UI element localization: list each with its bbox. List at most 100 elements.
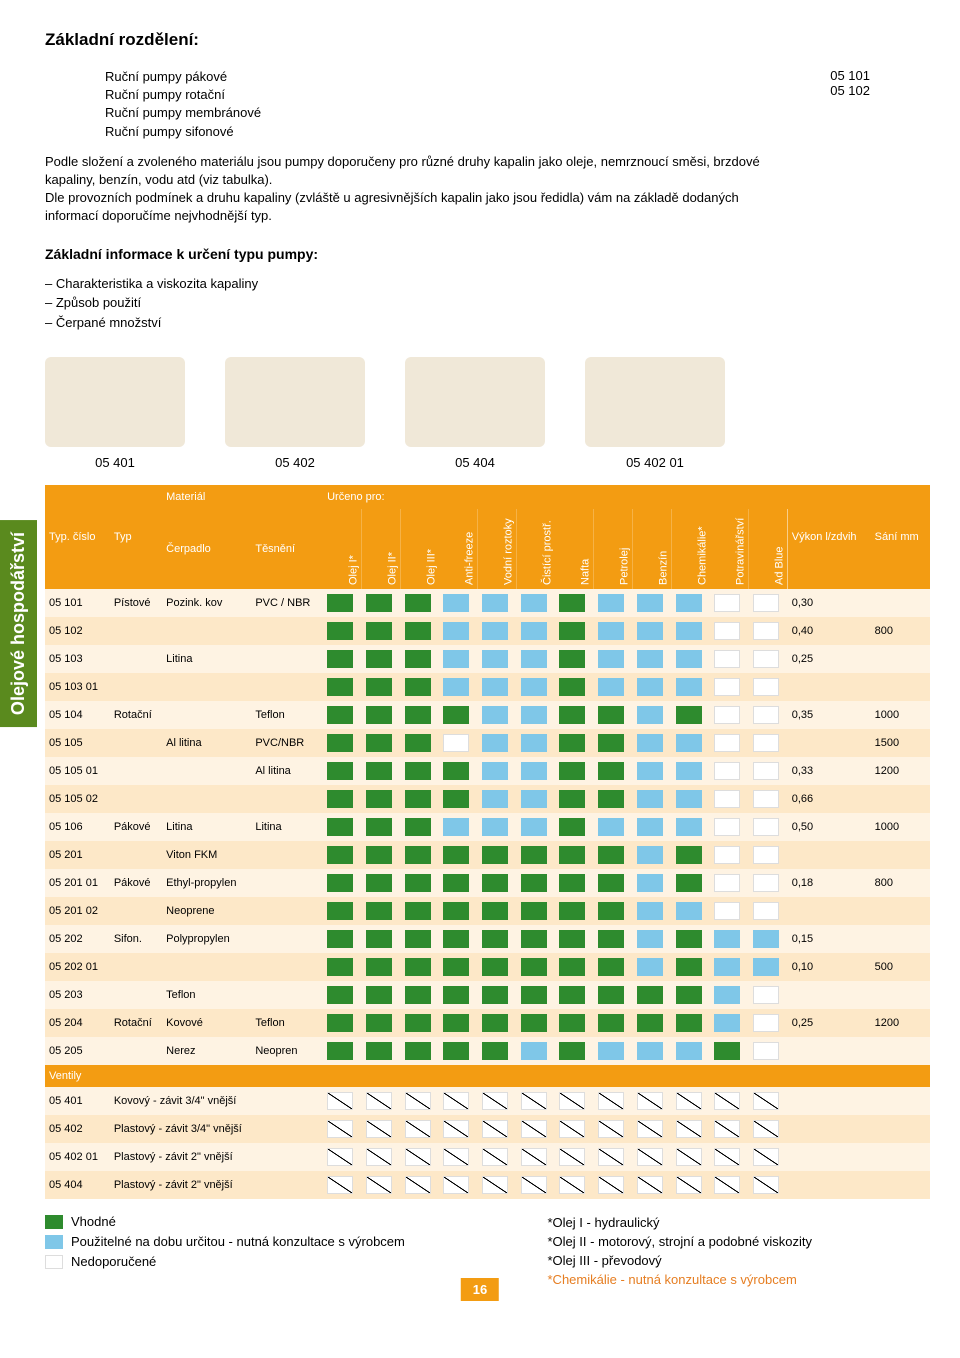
compat-cell xyxy=(676,594,702,612)
table-row: 05 205NerezNeopren xyxy=(45,1037,930,1065)
table-row: 05 103 01 xyxy=(45,673,930,701)
table-row: 05 106PákovéLitinaLitina0,501000 xyxy=(45,813,930,841)
compat-cell xyxy=(637,594,663,612)
compat-cell xyxy=(676,678,702,696)
compat-cell xyxy=(443,874,469,892)
compat-cell xyxy=(676,790,702,808)
compat-cell xyxy=(598,1014,624,1032)
ventily-section: Ventily xyxy=(45,1065,930,1087)
compat-cell xyxy=(366,1042,392,1060)
product-image xyxy=(405,357,545,447)
liquid-column: Petrolej xyxy=(594,509,633,589)
compat-cell xyxy=(482,622,508,640)
compat-cell xyxy=(637,958,663,976)
compat-cell xyxy=(521,930,547,948)
compat-cell xyxy=(521,790,547,808)
compat-cell xyxy=(521,958,547,976)
compat-cell xyxy=(753,706,779,724)
compat-cell xyxy=(598,986,624,1004)
compat-cell xyxy=(366,902,392,920)
compat-cell xyxy=(327,762,353,780)
compat-cell xyxy=(637,930,663,948)
compat-cell xyxy=(676,930,702,948)
ventily-row: 05 402Plastový - závit 3/4" vnější xyxy=(45,1115,930,1143)
compat-cell xyxy=(327,594,353,612)
compat-cell xyxy=(637,622,663,640)
compat-cell xyxy=(559,650,585,668)
compat-cell xyxy=(676,706,702,724)
table-row: 05 204RotačníKovovéTeflon0,251200 xyxy=(45,1009,930,1037)
compat-cell xyxy=(753,1014,779,1032)
compat-cell xyxy=(405,734,431,752)
compat-cell xyxy=(753,846,779,864)
product-label: 05 401 xyxy=(45,455,185,470)
compat-cell xyxy=(714,678,740,696)
compat-cell xyxy=(598,790,624,808)
compat-cell xyxy=(366,958,392,976)
compat-cell xyxy=(753,874,779,892)
compat-cell xyxy=(676,762,702,780)
liquid-column: Anti-freeze xyxy=(439,509,478,589)
compat-cell xyxy=(559,594,585,612)
compat-cell xyxy=(521,622,547,640)
compat-cell xyxy=(559,818,585,836)
compat-cell xyxy=(521,594,547,612)
sub-heading: Základní informace k určení typu pumpy: xyxy=(45,246,930,262)
liquid-column: Vodní roztoky xyxy=(478,509,517,589)
compat-cell xyxy=(405,846,431,864)
liquid-column: Olej III* xyxy=(401,509,440,589)
ventily-row: 05 402 01Plastový - závit 2" vnější xyxy=(45,1143,930,1171)
compat-cell xyxy=(405,706,431,724)
compat-cell xyxy=(598,930,624,948)
compat-cell xyxy=(443,762,469,780)
compat-cell xyxy=(637,874,663,892)
compat-cell xyxy=(443,678,469,696)
pump-types-list: Ruční pumpy pákovéRuční pumpy rotačníRuč… xyxy=(105,68,770,141)
compat-cell xyxy=(327,1042,353,1060)
compat-cell xyxy=(327,874,353,892)
swatch-pouzitelne xyxy=(45,1235,63,1249)
compat-cell xyxy=(482,958,508,976)
product-label: 05 404 xyxy=(405,455,545,470)
compat-cell xyxy=(521,706,547,724)
compat-cell xyxy=(637,818,663,836)
compat-cell xyxy=(714,762,740,780)
ventily-row: 05 401Kovový - závit 3/4" vnější xyxy=(45,1087,930,1115)
compat-cell xyxy=(521,650,547,668)
table-row: 05 201 02Neoprene xyxy=(45,897,930,925)
compat-cell xyxy=(327,958,353,976)
compat-cell xyxy=(676,818,702,836)
compat-cell xyxy=(559,902,585,920)
compat-cell xyxy=(714,790,740,808)
compat-cell xyxy=(405,790,431,808)
compat-cell xyxy=(598,818,624,836)
col-sani: Sání mm xyxy=(871,485,930,589)
ventily-row: 05 404Plastový - závit 2" vnější xyxy=(45,1171,930,1199)
compat-cell xyxy=(676,650,702,668)
compat-cell xyxy=(676,958,702,976)
compat-cell xyxy=(405,594,431,612)
compat-cell xyxy=(405,958,431,976)
compat-cell xyxy=(637,762,663,780)
compat-cell xyxy=(637,846,663,864)
compat-cell xyxy=(714,958,740,976)
compat-cell xyxy=(637,986,663,1004)
product-image xyxy=(585,357,725,447)
compat-cell xyxy=(521,1042,547,1060)
compat-cell xyxy=(443,986,469,1004)
compat-cell xyxy=(753,650,779,668)
liquid-column: Olej II* xyxy=(362,509,401,589)
compat-cell xyxy=(559,874,585,892)
compat-cell xyxy=(482,986,508,1004)
compat-cell xyxy=(482,930,508,948)
compat-cell xyxy=(637,902,663,920)
table-row: 05 105 01Al litina0,331200 xyxy=(45,757,930,785)
compat-cell xyxy=(676,1042,702,1060)
compat-cell xyxy=(405,650,431,668)
compat-cell xyxy=(676,622,702,640)
compat-cell xyxy=(598,734,624,752)
compat-cell xyxy=(714,594,740,612)
col-urceno: Určeno pro: xyxy=(323,485,788,509)
product-label: 05 402 01 xyxy=(585,455,725,470)
compat-cell xyxy=(443,846,469,864)
